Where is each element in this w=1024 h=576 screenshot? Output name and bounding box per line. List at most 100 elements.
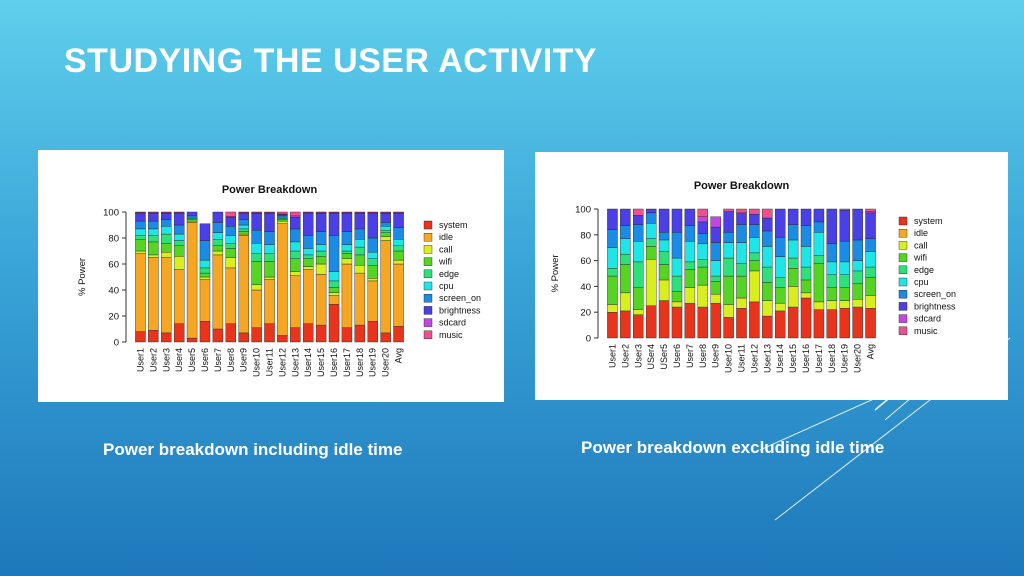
bar-segment-edge xyxy=(736,262,747,277)
x-tick-label: User3 xyxy=(633,344,643,368)
x-tick-label: User1 xyxy=(607,344,617,368)
legend-label-sdcard: sdcard xyxy=(439,318,466,328)
bar-segment-call xyxy=(367,278,378,282)
bar-segment-call xyxy=(865,295,876,309)
x-tick-label: User16 xyxy=(329,348,339,377)
bar-segment-music xyxy=(723,208,734,212)
bar-segment-wifi xyxy=(393,250,404,261)
y-tick-label: 20 xyxy=(580,308,591,319)
bar-segment-screen_on xyxy=(251,229,262,244)
bar-segment-screen_on xyxy=(264,231,275,245)
bar-segment-edge xyxy=(710,275,721,282)
bar-segment-music xyxy=(161,211,172,213)
bar-segment-screen_on xyxy=(290,228,301,243)
bar-segment-call xyxy=(787,286,799,308)
bar-segment-cpu xyxy=(238,224,249,230)
bar-segment-cpu xyxy=(762,246,773,268)
bar-segment-wifi xyxy=(658,264,670,281)
bar-segment-system xyxy=(173,323,185,343)
bar-segment-wifi xyxy=(199,272,211,278)
bar-segment-screen_on xyxy=(161,219,172,227)
bar-segment-screen_on xyxy=(302,235,314,249)
bar-segment-cpu xyxy=(199,259,211,269)
bar-segment-screen_on xyxy=(620,225,631,239)
legend-swatch-call xyxy=(423,245,433,254)
legend-swatch-sdcard xyxy=(898,314,908,323)
bar-segment-system xyxy=(658,300,670,339)
bar-segment-system xyxy=(800,297,812,339)
bar-segment-edge xyxy=(633,261,644,288)
legend-label-idle: idle xyxy=(914,228,928,238)
bar-segment-system xyxy=(839,308,850,339)
bar-segment-edge xyxy=(328,280,340,288)
bar-segment-system xyxy=(199,320,211,343)
bar-segment-brightness xyxy=(774,208,786,238)
bar-segment-brightness xyxy=(633,215,644,225)
bar-segment-cpu xyxy=(839,261,850,275)
bar-segment-edge xyxy=(645,238,657,247)
x-tick-label: Avg xyxy=(394,348,404,363)
x-tick-label: User6 xyxy=(672,344,682,368)
x-tick-label: User20 xyxy=(381,348,391,377)
bar-segment-call xyxy=(607,304,618,313)
bar-segment-wifi xyxy=(710,281,721,295)
bar-segment-screen_on xyxy=(199,240,211,261)
legend-swatch-system xyxy=(423,220,433,230)
x-tick-label: User20 xyxy=(853,344,863,373)
bar-segment-call xyxy=(380,236,391,241)
bar-segment-music xyxy=(225,211,237,217)
bar-segment-edge xyxy=(749,252,760,261)
bar-segment-sdcard xyxy=(697,216,709,223)
bar-segment-wifi xyxy=(852,283,863,300)
bar-segment-brightness xyxy=(173,213,185,226)
bar-segment-brightness xyxy=(251,213,262,231)
bar-segment-wifi xyxy=(813,262,825,303)
bar-segment-music xyxy=(865,208,876,212)
bar-segment-brightness xyxy=(787,208,799,225)
bar-segment-brightness xyxy=(148,213,159,222)
bar-segment-call xyxy=(723,304,734,318)
bar-segment-cpu xyxy=(684,241,696,263)
bar-segment-call xyxy=(800,292,812,299)
bar-segment-call xyxy=(225,257,237,269)
bar-segment-screen_on xyxy=(354,228,366,240)
bar-segment-system xyxy=(671,306,683,339)
bar-segment-music xyxy=(762,208,773,219)
x-tick-label: User10 xyxy=(724,344,734,373)
x-tick-label: USer5 xyxy=(659,344,669,370)
slide-title: STUDYING THE USER ACTIVITY xyxy=(64,42,598,80)
legend-swatch-edge xyxy=(898,265,908,275)
bar-segment-brightness xyxy=(380,213,391,223)
bar-segment-music xyxy=(135,211,146,213)
bar-segment-edge xyxy=(148,235,159,243)
x-tick-label: User9 xyxy=(711,344,721,368)
bar-segment-music xyxy=(264,211,275,213)
bar-segment-system xyxy=(186,337,198,343)
bar-segment-call xyxy=(277,220,288,224)
y-axis-label: % Power xyxy=(550,254,561,292)
bar-segment-system xyxy=(251,327,262,343)
bar-segment-wifi xyxy=(762,282,773,301)
bar-segment-edge xyxy=(251,253,262,262)
bar-segment-screen_on xyxy=(341,231,353,245)
bar-segment-idle xyxy=(212,254,224,330)
x-tick-label: User19 xyxy=(840,344,850,373)
bar-segment-screen_on xyxy=(852,239,863,261)
bar-segment-wifi xyxy=(212,245,224,252)
legend-swatch-brightness xyxy=(898,302,908,311)
bar-segment-system xyxy=(238,332,249,343)
legend-label-system: system xyxy=(439,220,468,230)
bar-segment-cpu xyxy=(671,257,683,277)
bar-segment-edge xyxy=(367,258,378,266)
bar-segment-call xyxy=(633,309,644,315)
legend-label-cpu: cpu xyxy=(439,281,454,291)
bar-segment-system xyxy=(212,328,224,343)
bar-segment-system xyxy=(697,306,709,339)
bar-segment-idle xyxy=(367,280,378,322)
y-tick-label: 20 xyxy=(108,312,119,323)
bar-segment-cpu xyxy=(723,242,734,259)
y-tick-label: 40 xyxy=(108,286,119,297)
bar-segment-screen_on xyxy=(645,212,657,224)
bar-segment-system xyxy=(684,302,696,339)
x-tick-label: User8 xyxy=(698,344,708,368)
